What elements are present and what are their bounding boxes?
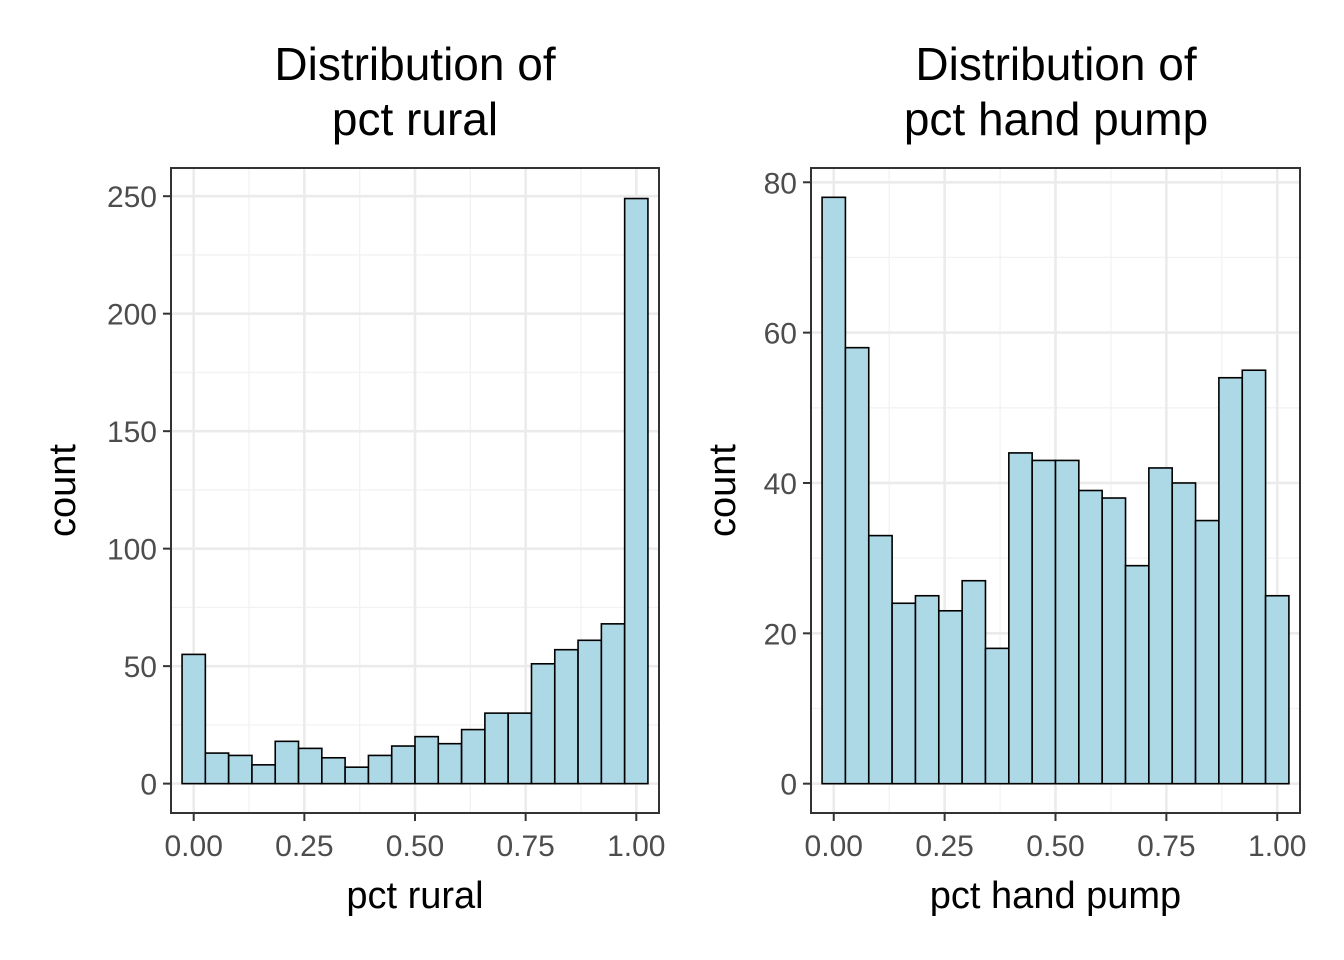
y-tick-label: 0	[140, 769, 157, 802]
x-tick-label: 0.75	[1137, 830, 1195, 863]
histogram-bar	[1218, 376, 1244, 785]
y-tick-label: 50	[124, 651, 157, 684]
x-tick-label: 0.50	[386, 830, 444, 863]
histogram-bar	[297, 747, 323, 785]
histogram-bar	[204, 752, 230, 785]
histogram-bar	[1264, 594, 1290, 785]
x-tick-label: 1.00	[1248, 830, 1306, 863]
y-tick-label: 250	[107, 181, 157, 214]
x-axis-title: pct hand pump	[930, 875, 1181, 917]
histogram-bar	[821, 196, 847, 785]
x-tick-label: 0.00	[805, 830, 863, 863]
y-axis-title: count	[702, 444, 744, 537]
histogram-bar	[367, 754, 393, 785]
histogram-bar	[844, 346, 870, 785]
histogram-bar	[577, 639, 603, 785]
histogram-bar	[344, 766, 370, 785]
histogram-bar	[530, 662, 556, 785]
histogram-bar	[938, 609, 963, 785]
y-tick-label: 40	[764, 468, 797, 501]
histogram-bar	[891, 602, 917, 785]
histogram-bar	[1148, 467, 1173, 785]
histogram-bar	[623, 197, 649, 785]
histogram-bar	[1101, 497, 1127, 785]
x-axis-title: pct rural	[346, 875, 483, 917]
histogram-bar	[1241, 369, 1267, 785]
y-tick-label: 100	[107, 534, 157, 567]
histogram-bar	[251, 764, 277, 785]
y-tick-label: 200	[107, 299, 157, 332]
chart-title-line-1: Distribution of	[274, 38, 555, 90]
y-tick-label: 80	[764, 167, 797, 200]
chart-title-line-2: pct rural	[332, 93, 498, 145]
histogram-bar	[1194, 519, 1220, 785]
histogram-bar	[867, 534, 893, 785]
histogram-bar	[553, 648, 579, 785]
x-tick-label: 1.00	[607, 830, 665, 863]
histogram-bar	[484, 712, 509, 785]
histogram-bar	[1031, 459, 1057, 785]
y-tick-label: 0	[780, 769, 797, 802]
histogram-bar	[414, 735, 440, 785]
x-tick-label: 0.25	[915, 830, 973, 863]
y-tick-label: 60	[764, 318, 797, 351]
x-tick-label: 0.25	[275, 830, 333, 863]
x-tick-label: 0.75	[496, 830, 554, 863]
chart-title-line-2: pct hand pump	[904, 93, 1208, 145]
histogram-bar	[600, 623, 626, 785]
histogram-bar	[984, 647, 1010, 785]
histogram-bar	[390, 745, 416, 785]
y-axis-title: count	[42, 444, 84, 537]
histogram-bar	[227, 754, 253, 785]
x-tick-label: 0.00	[165, 830, 223, 863]
histogram-bar	[961, 579, 987, 785]
histogram-bar	[321, 756, 346, 785]
histogram-bar	[1054, 459, 1080, 785]
histogram-bar	[507, 712, 533, 785]
y-tick-label: 150	[107, 416, 157, 449]
histogram-bar	[274, 740, 300, 785]
histogram-bar	[1078, 489, 1103, 785]
y-tick-label: 20	[764, 618, 797, 651]
x-tick-label: 0.50	[1026, 830, 1084, 863]
histogram-bar	[437, 742, 463, 785]
histogram-bar	[1171, 482, 1197, 785]
histogram-bar	[460, 728, 486, 785]
chart-title-line-1: Distribution of	[915, 38, 1196, 90]
histogram-bar	[1008, 452, 1033, 785]
histogram-bar	[1124, 564, 1150, 785]
histogram-bar	[914, 594, 940, 785]
histogram-bar	[181, 653, 207, 785]
